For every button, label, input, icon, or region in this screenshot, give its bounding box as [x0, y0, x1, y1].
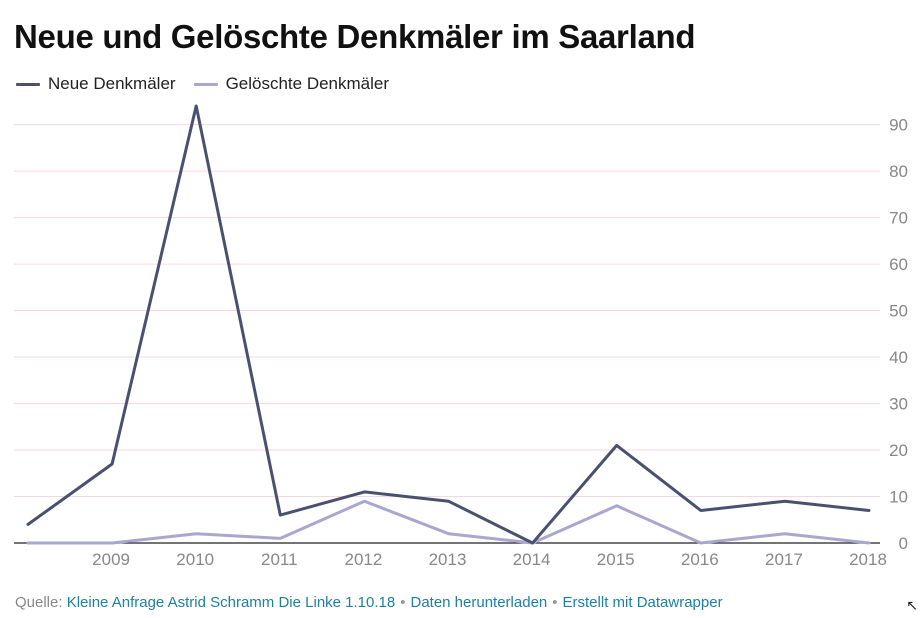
resize-arrow-icon[interactable]: ↖ — [906, 597, 918, 613]
y-tick-label: 10 — [889, 488, 908, 507]
legend-label-neue: Neue Denkmäler — [48, 74, 176, 93]
chart-legend: Neue Denkmäler Gelöschte Denkmäler — [16, 74, 407, 94]
x-tick-label: 2012 — [344, 550, 382, 569]
y-tick-label: 0 — [899, 534, 908, 553]
line-chart: 0 10 20 30 40 50 60 70 80 90 2009 2010 2011 2012 2013 2… — [14, 104, 908, 569]
y-tick-label: 30 — [889, 395, 908, 414]
footer-separator: • — [552, 594, 558, 611]
y-tick-label: 70 — [889, 209, 908, 228]
x-tick-label: 2009 — [92, 550, 130, 569]
legend-item-geloeschte: Gelöschte Denkmäler — [193, 74, 390, 94]
y-tick-label: 60 — [889, 255, 908, 274]
y-tick-label: 80 — [889, 162, 908, 181]
y-tick-label: 90 — [889, 116, 908, 135]
x-tick-label: 2015 — [597, 550, 635, 569]
chart-footer: Quelle: Kleine Anfrage Astrid Schramm Di… — [15, 594, 723, 611]
x-tick-label: 2013 — [429, 550, 467, 569]
footer-separator: • — [400, 594, 406, 611]
x-tick-label: 2014 — [513, 550, 551, 569]
y-tick-label: 20 — [889, 441, 908, 460]
x-tick-label: 2016 — [681, 550, 719, 569]
x-tick-label: 2017 — [765, 550, 803, 569]
y-tick-label: 50 — [889, 302, 908, 321]
chart-title: Neue und Gelöschte Denkmäler im Saarland — [14, 18, 696, 55]
legend-item-neue: Neue Denkmäler — [16, 74, 176, 94]
legend-label-geloeschte: Gelöschte Denkmäler — [225, 74, 390, 93]
x-tick-label: 2018 — [849, 550, 887, 569]
series-line-neue-denkmaeler — [26, 104, 871, 545]
source-link[interactable]: Kleine Anfrage Astrid Schramm Die Linke … — [66, 594, 396, 611]
legend-swatch-neue — [16, 82, 40, 86]
datawrapper-credit-link[interactable]: Erstellt mit Datawrapper — [562, 594, 723, 611]
x-tick-label: 2010 — [176, 550, 214, 569]
download-data-link[interactable]: Daten herunterladen — [410, 594, 548, 611]
series-line-geloeschte-denkmaeler — [26, 499, 871, 545]
y-tick-label: 40 — [889, 348, 908, 367]
legend-swatch-geloeschte — [193, 82, 218, 86]
x-tick-label: 2011 — [261, 550, 298, 569]
source-prefix: Quelle: — [15, 594, 63, 611]
